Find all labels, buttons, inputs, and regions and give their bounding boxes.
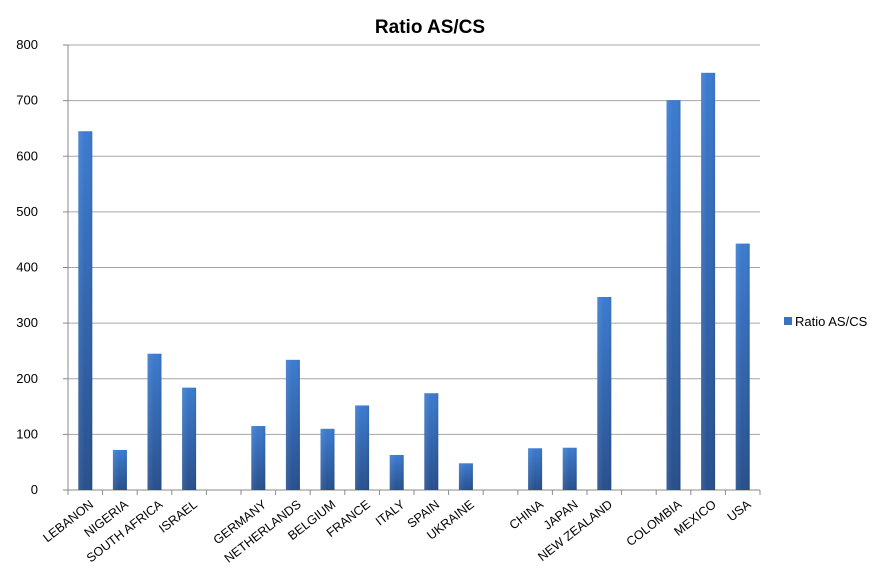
y-tick-label: 500: [16, 204, 38, 219]
bar-shade: [701, 72, 716, 490]
y-tick-label: 0: [31, 482, 38, 497]
legend-swatch: [784, 317, 792, 325]
bars: [78, 72, 750, 490]
y-tick-label: 300: [16, 315, 38, 330]
bar-shade: [112, 449, 127, 490]
bar-shade: [355, 405, 370, 490]
bar-shade: [597, 296, 612, 490]
bar-shade: [528, 448, 543, 490]
legend: Ratio AS/CS: [784, 314, 868, 329]
legend-label: Ratio AS/CS: [795, 314, 868, 329]
bar-shade: [562, 447, 577, 490]
bar-shade: [320, 428, 335, 490]
bar-shade: [147, 353, 162, 490]
y-tick-label: 400: [16, 260, 38, 275]
bar-shade: [666, 100, 681, 490]
x-tick-label: CHINA: [507, 497, 547, 532]
bar-shade: [458, 463, 473, 490]
y-tick-label: 200: [16, 371, 38, 386]
x-tick-label: COLOMBIA: [624, 497, 685, 549]
bar-shade: [78, 131, 93, 490]
bar-shade: [251, 426, 266, 490]
y-tick-label: 800: [16, 37, 38, 52]
bar-shade: [285, 359, 300, 490]
x-tick-label: ITALY: [373, 497, 408, 529]
y-tick-label: 600: [16, 148, 38, 163]
chart-title: Ratio AS/CS: [375, 17, 485, 38]
grid-lines: [63, 44, 761, 495]
y-tick-label: 700: [16, 93, 38, 108]
bar-shade: [182, 387, 197, 490]
bar-shade: [735, 243, 750, 490]
bar-shade: [424, 393, 439, 490]
y-axis-ticks: 0 100 200 300 400 500 600 700 800: [16, 37, 38, 497]
x-tick-label: USA: [725, 497, 754, 524]
bar-shade: [389, 454, 404, 490]
x-tick-label: ISRAEL: [156, 497, 200, 535]
y-tick-label: 100: [16, 426, 38, 441]
